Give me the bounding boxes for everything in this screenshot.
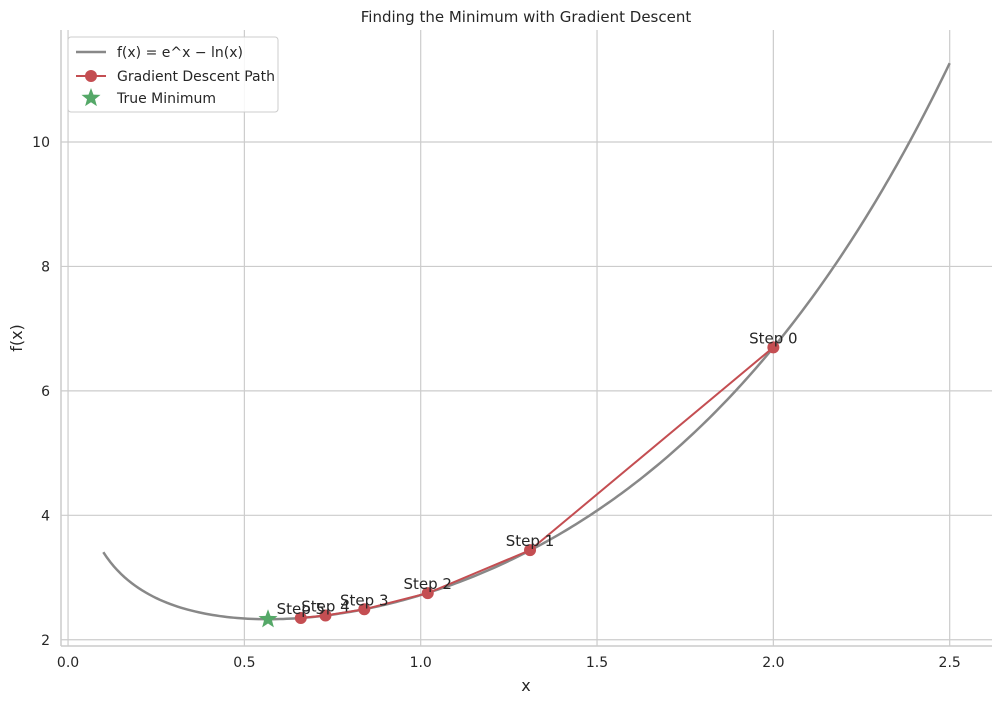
legend-curve-label: f(x) = e^x − ln(x) (117, 45, 243, 61)
true-minimum-marker (258, 609, 278, 628)
gradient-descent-point (767, 341, 780, 354)
gradient-descent-points (294, 341, 780, 624)
x-tick-label: 0.0 (57, 655, 79, 671)
gradient-descent-point (294, 612, 307, 624)
gradient-descent-point (421, 587, 434, 600)
gradient-descent-path-line (300, 346, 775, 619)
legend-star-icon (81, 88, 101, 107)
legend-path-label: Gradient Descent Path (117, 69, 275, 85)
legend-path-swatch-marker (85, 70, 97, 82)
x-tick-label: 0.5 (233, 655, 255, 671)
x-tick-label: 1.5 (586, 655, 608, 671)
legend-box (67, 36, 279, 113)
step-label: Step 4 (301, 598, 349, 616)
x-tick-label: 1.0 (410, 655, 432, 671)
y-tick-label: 4 (41, 508, 50, 524)
y-tick-label: 8 (41, 259, 50, 275)
gradient-descent-point (524, 544, 537, 557)
true-minimum-star (258, 609, 278, 628)
y-tick-label: 10 (32, 135, 50, 151)
step-label: Step 5 (277, 600, 325, 618)
legend-minimum-label: True Minimum (116, 91, 216, 107)
gradient-descent-point (319, 609, 332, 622)
y-tick-label: 6 (41, 384, 50, 400)
x-tick-label: 2.5 (939, 655, 961, 671)
x-tick-label: 2.0 (762, 655, 784, 671)
gradient-descent-point (358, 603, 371, 616)
y-tick-labels: 2 4 6 8 10 (32, 135, 50, 649)
y-axis-label: f(x) (7, 324, 26, 352)
step-label: Step 2 (404, 575, 452, 593)
x-tick-labels: 0.0 0.5 1.0 1.5 2.0 2.5 (57, 655, 961, 671)
legend: f(x) = e^x − ln(x) Gradient Descent Path… (67, 36, 279, 113)
step-label: Step 0 (749, 329, 797, 347)
x-axis-label: x (521, 676, 530, 695)
grid (61, 30, 992, 646)
chart-title: Finding the Minimum with Gradient Descen… (361, 8, 692, 26)
y-tick-label: 2 (41, 633, 50, 649)
step-label: Step 1 (506, 532, 554, 550)
step-label: Step 3 (340, 591, 388, 609)
